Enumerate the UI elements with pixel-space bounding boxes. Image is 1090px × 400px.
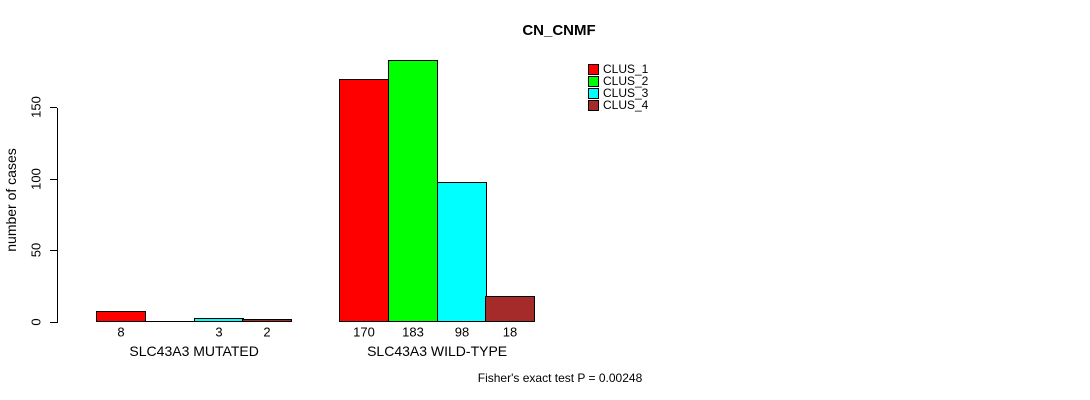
bar-clus_3-0 xyxy=(194,318,244,322)
y-tick-label: 150 xyxy=(28,96,44,118)
legend-label: CLUS_3 xyxy=(603,86,649,100)
y-tick-label: 0 xyxy=(28,318,44,326)
y-axis-title: number of cases xyxy=(3,148,19,252)
y-tick-mark xyxy=(50,322,57,323)
group-label-0: SLC43A3 MUTATED xyxy=(129,343,259,359)
bar-value-label: 8 xyxy=(117,324,125,340)
bar-clus_1-0 xyxy=(96,311,146,322)
legend-swatch-clus_4 xyxy=(588,99,599,111)
bar-value-label: 183 xyxy=(402,324,424,340)
legend: CLUS_1 CLUS_2 CLUS_3 CLUS_4 xyxy=(588,63,648,111)
legend-row: CLUS_3 xyxy=(588,87,648,99)
legend-swatch-clus_2 xyxy=(588,75,599,87)
legend-label: CLUS_4 xyxy=(603,98,649,112)
bar-clus_2-1 xyxy=(388,60,438,322)
legend-swatch-clus_3 xyxy=(588,87,599,99)
group-label-1: SLC43A3 WILD-TYPE xyxy=(367,343,508,359)
legend-row: CLUS_2 xyxy=(588,75,648,87)
bar-value-label: 3 xyxy=(215,324,223,340)
y-tick-mark xyxy=(50,179,57,180)
y-tick-mark xyxy=(50,107,57,108)
bar-clus_4-0 xyxy=(242,319,292,322)
chart-title: CN_CNMF xyxy=(522,22,596,39)
bar-clus_2-0 xyxy=(145,321,195,322)
y-axis-line xyxy=(57,108,58,323)
bar-value-label: 98 xyxy=(454,324,470,340)
bar-clus_4-1 xyxy=(485,296,535,322)
fisher-test-annotation: Fisher's exact test P = 0.00248 xyxy=(477,371,643,385)
bar-clus_3-1 xyxy=(437,182,487,322)
bar-value-label: 170 xyxy=(353,324,375,340)
y-tick-label: 100 xyxy=(28,168,44,190)
bar-clus_1-1 xyxy=(339,79,389,322)
legend-row: CLUS_1 xyxy=(588,63,648,75)
legend-label: CLUS_2 xyxy=(603,74,649,88)
legend-swatch-clus_1 xyxy=(588,63,599,75)
bar-value-label: 2 xyxy=(263,324,271,340)
legend-label: CLUS_1 xyxy=(603,62,649,76)
legend-row: CLUS_4 xyxy=(588,99,648,111)
y-tick-label: 50 xyxy=(28,242,44,258)
y-tick-mark xyxy=(50,250,57,251)
bar-value-label: 18 xyxy=(502,324,518,340)
